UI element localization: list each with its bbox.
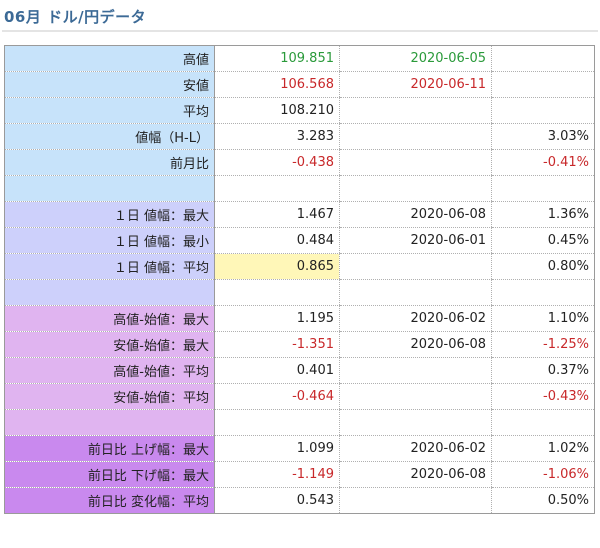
percent-cell: 0.80% — [491, 253, 595, 280]
date-cell — [339, 383, 492, 410]
date-cell: 2020-06-01 — [339, 227, 492, 254]
usd-jpy-stats-table: 高値 109.851 2020-06-05 安値 106.568 2020-06-11 平均… — [4, 45, 595, 514]
row-label: 値幅（H-L） — [4, 123, 215, 150]
value-cell: -1.351 — [214, 331, 340, 358]
row-label: １日 値幅：平均 — [4, 253, 215, 280]
date-cell — [339, 279, 492, 306]
percent-cell — [491, 71, 595, 98]
table-row — [4, 175, 595, 202]
table-row: 値幅（H-L） 3.283 3.03% — [4, 123, 595, 150]
table-row: １日 値幅：平均 0.865 0.80% — [4, 253, 595, 280]
value-cell: 1.195 — [214, 305, 340, 332]
percent-cell: -1.06% — [491, 461, 595, 488]
table-row: 平均 108.210 — [4, 97, 595, 124]
percent-cell: -0.41% — [491, 149, 595, 176]
value-cell: -1.149 — [214, 461, 340, 488]
date-cell — [339, 149, 492, 176]
date-cell — [339, 97, 492, 124]
table-row: 高値-始値：平均 0.401 0.37% — [4, 357, 595, 384]
row-label: 前日比 下げ幅：最大 — [4, 461, 215, 488]
percent-cell: 0.45% — [491, 227, 595, 254]
date-cell: 2020-06-02 — [339, 305, 492, 332]
table-row: 安値-始値：平均 -0.464 -0.43% — [4, 383, 595, 410]
value-cell: 109.851 — [214, 45, 340, 72]
value-cell: -0.438 — [214, 149, 340, 176]
date-cell — [339, 253, 492, 280]
date-cell: 2020-06-02 — [339, 435, 492, 462]
value-cell: 0.543 — [214, 487, 340, 514]
table-row — [4, 409, 595, 436]
table-row: 前日比 上げ幅：最大 1.099 2020-06-02 1.02% — [4, 435, 595, 462]
percent-cell: 1.10% — [491, 305, 595, 332]
percent-cell: 1.36% — [491, 201, 595, 228]
table-row: 安値-始値：最大 -1.351 2020-06-08 -1.25% — [4, 331, 595, 358]
table-row: １日 値幅：最小 0.484 2020-06-01 0.45% — [4, 227, 595, 254]
date-cell — [339, 175, 492, 202]
percent-cell: 1.02% — [491, 435, 595, 462]
date-cell — [339, 409, 492, 436]
row-label — [4, 175, 215, 202]
row-label: 平均 — [4, 97, 215, 124]
table-row: １日 値幅：最大 1.467 2020-06-08 1.36% — [4, 201, 595, 228]
page-title: 06月 ドル/円データ — [4, 8, 147, 26]
row-label: 前日比 変化幅：平均 — [4, 487, 215, 514]
date-cell: 2020-06-05 — [339, 45, 492, 72]
value-cell: 1.467 — [214, 201, 340, 228]
table-row: 前日比 変化幅：平均 0.543 0.50% — [4, 487, 595, 514]
row-label: 安値 — [4, 71, 215, 98]
percent-cell — [491, 279, 595, 306]
percent-cell: -0.43% — [491, 383, 595, 410]
value-cell: -0.464 — [214, 383, 340, 410]
percent-cell: 0.37% — [491, 357, 595, 384]
row-label: １日 値幅：最大 — [4, 201, 215, 228]
row-label: 高値-始値：最大 — [4, 305, 215, 332]
value-cell: 0.401 — [214, 357, 340, 384]
table-row: 高値 109.851 2020-06-05 — [4, 45, 595, 72]
percent-cell — [491, 97, 595, 124]
table-row: 安値 106.568 2020-06-11 — [4, 71, 595, 98]
table-row: 高値-始値：最大 1.195 2020-06-02 1.10% — [4, 305, 595, 332]
percent-cell: -1.25% — [491, 331, 595, 358]
title-divider — [2, 30, 598, 32]
row-label — [4, 279, 215, 306]
row-label: 高値-始値：平均 — [4, 357, 215, 384]
date-cell: 2020-06-08 — [339, 201, 492, 228]
table-row — [4, 279, 595, 306]
value-cell: 0.865 — [214, 253, 340, 280]
date-cell: 2020-06-11 — [339, 71, 492, 98]
row-label: 安値-始値：最大 — [4, 331, 215, 358]
date-cell: 2020-06-08 — [339, 461, 492, 488]
row-label — [4, 409, 215, 436]
value-cell: 3.283 — [214, 123, 340, 150]
percent-cell — [491, 409, 595, 436]
value-cell: 1.099 — [214, 435, 340, 462]
row-label: 前月比 — [4, 149, 215, 176]
date-cell: 2020-06-08 — [339, 331, 492, 358]
value-cell — [214, 279, 340, 306]
date-cell — [339, 357, 492, 384]
date-cell — [339, 123, 492, 150]
row-label: １日 値幅：最小 — [4, 227, 215, 254]
row-label: 前日比 上げ幅：最大 — [4, 435, 215, 462]
percent-cell — [491, 175, 595, 202]
value-cell: 0.484 — [214, 227, 340, 254]
table-row: 前月比 -0.438 -0.41% — [4, 149, 595, 176]
table-row: 前日比 下げ幅：最大 -1.149 2020-06-08 -1.06% — [4, 461, 595, 488]
row-label: 安値-始値：平均 — [4, 383, 215, 410]
value-cell: 106.568 — [214, 71, 340, 98]
value-cell — [214, 175, 340, 202]
percent-cell — [491, 45, 595, 72]
percent-cell: 0.50% — [491, 487, 595, 514]
percent-cell: 3.03% — [491, 123, 595, 150]
value-cell: 108.210 — [214, 97, 340, 124]
row-label: 高値 — [4, 45, 215, 72]
date-cell — [339, 487, 492, 514]
value-cell — [214, 409, 340, 436]
